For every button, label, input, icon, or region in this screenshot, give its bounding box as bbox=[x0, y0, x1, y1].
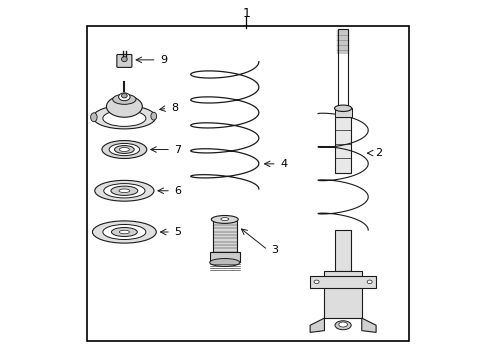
Text: 4: 4 bbox=[280, 159, 287, 169]
Text: 9: 9 bbox=[160, 55, 167, 65]
Ellipse shape bbox=[119, 189, 129, 193]
Text: 2: 2 bbox=[375, 148, 382, 158]
Ellipse shape bbox=[92, 221, 156, 243]
Ellipse shape bbox=[366, 280, 371, 284]
Bar bbox=[335, 230, 350, 271]
Bar bbox=[309, 276, 375, 288]
Ellipse shape bbox=[103, 184, 144, 198]
Ellipse shape bbox=[338, 322, 346, 327]
Ellipse shape bbox=[119, 93, 130, 101]
Ellipse shape bbox=[90, 113, 97, 122]
Ellipse shape bbox=[106, 96, 142, 117]
Ellipse shape bbox=[111, 228, 137, 237]
Ellipse shape bbox=[151, 112, 156, 120]
Ellipse shape bbox=[119, 148, 129, 152]
Ellipse shape bbox=[211, 216, 238, 224]
Ellipse shape bbox=[334, 321, 350, 330]
Polygon shape bbox=[309, 318, 324, 332]
Ellipse shape bbox=[313, 280, 319, 284]
Ellipse shape bbox=[109, 143, 139, 156]
Ellipse shape bbox=[121, 94, 127, 98]
Ellipse shape bbox=[111, 186, 138, 195]
Ellipse shape bbox=[102, 110, 145, 126]
Ellipse shape bbox=[102, 225, 145, 239]
Polygon shape bbox=[361, 318, 375, 332]
Text: 3: 3 bbox=[271, 245, 278, 255]
Bar bbox=[324, 271, 361, 318]
Ellipse shape bbox=[334, 105, 351, 112]
Text: 5: 5 bbox=[174, 227, 181, 237]
Ellipse shape bbox=[119, 230, 129, 234]
Ellipse shape bbox=[221, 218, 228, 221]
Ellipse shape bbox=[102, 140, 146, 158]
Bar bbox=[338, 30, 347, 108]
Bar bbox=[209, 252, 239, 262]
Ellipse shape bbox=[121, 57, 127, 62]
Text: 1: 1 bbox=[242, 7, 250, 20]
Text: 8: 8 bbox=[171, 103, 178, 113]
Bar bbox=[86, 26, 408, 341]
Ellipse shape bbox=[114, 145, 134, 153]
Bar bbox=[212, 221, 236, 253]
Ellipse shape bbox=[112, 94, 136, 104]
Bar bbox=[334, 108, 351, 117]
Ellipse shape bbox=[95, 180, 154, 201]
Ellipse shape bbox=[209, 258, 239, 266]
Bar bbox=[335, 117, 350, 173]
Ellipse shape bbox=[93, 105, 155, 129]
FancyBboxPatch shape bbox=[117, 54, 132, 67]
Text: 7: 7 bbox=[174, 144, 182, 154]
Text: 6: 6 bbox=[174, 186, 181, 196]
